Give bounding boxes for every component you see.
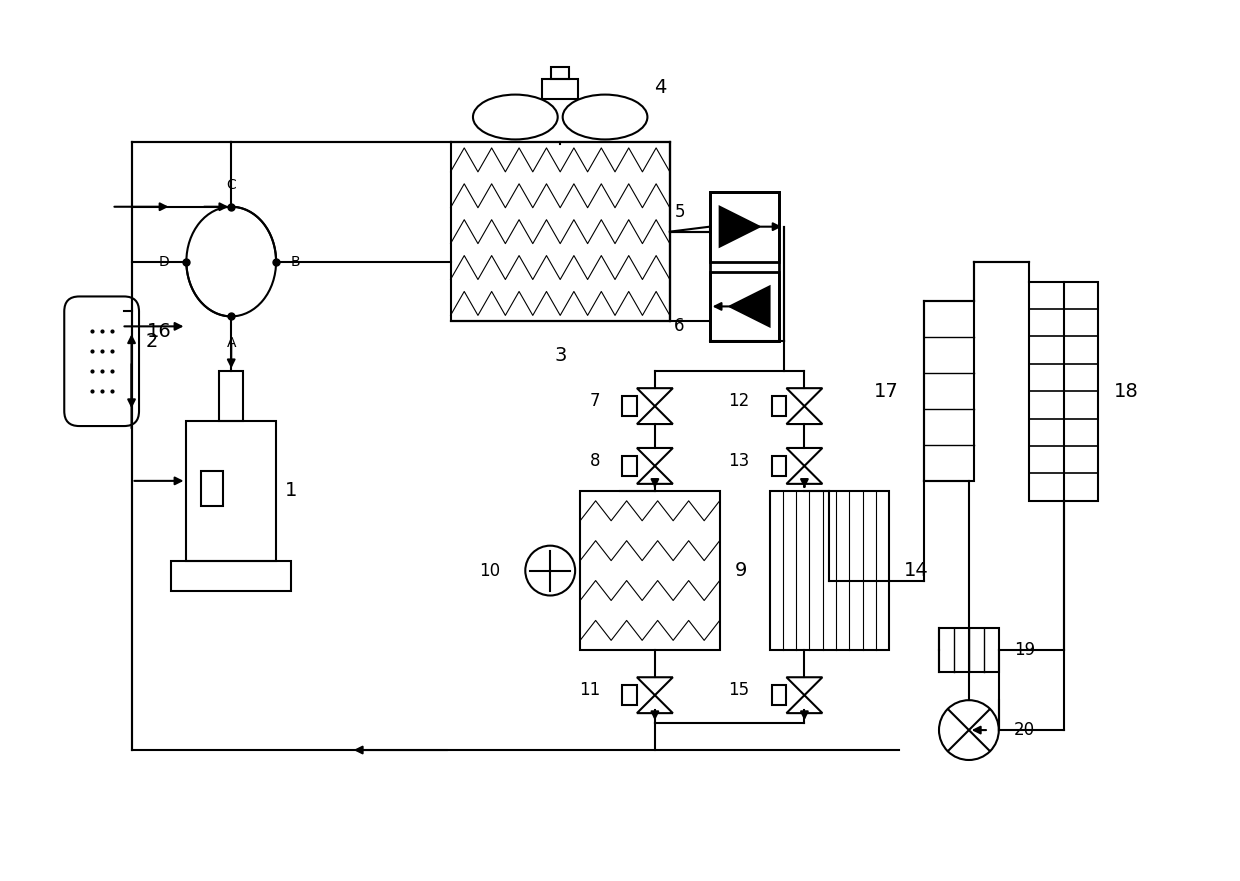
Text: 8: 8 [589,452,600,470]
Text: 7: 7 [589,392,600,411]
Bar [201,471,223,506]
Bar [771,456,786,476]
Text: 3: 3 [554,346,567,366]
Text: 10: 10 [479,561,501,580]
Bar [709,271,780,341]
Text: A: A [227,337,236,351]
Bar [450,142,670,322]
Bar [1029,282,1099,500]
Bar [622,456,637,476]
Bar [622,396,637,416]
Text: 11: 11 [579,681,600,700]
Text: 19: 19 [1014,641,1035,659]
Bar [552,67,569,79]
Text: 15: 15 [728,681,750,700]
Bar [219,371,243,421]
Bar [580,491,719,650]
Bar [622,685,637,705]
Text: D: D [159,255,170,269]
Text: 9: 9 [734,561,746,580]
Text: 13: 13 [728,452,750,470]
Polygon shape [719,207,760,247]
Bar [770,491,889,650]
Bar [171,560,291,590]
Text: 16: 16 [146,322,171,341]
Text: 14: 14 [904,561,929,580]
Text: 1: 1 [285,481,298,500]
Text: 5: 5 [675,203,684,221]
Text: 20: 20 [1014,721,1035,739]
Polygon shape [729,286,770,326]
Bar [939,628,998,672]
Bar [709,192,780,262]
Text: B: B [291,255,300,269]
Bar [924,301,973,481]
Bar [186,421,277,560]
Bar [771,685,786,705]
Bar [709,192,780,341]
Text: 18: 18 [1114,381,1138,401]
Text: C: C [227,178,236,192]
Bar [771,396,786,416]
Text: 17: 17 [874,381,899,401]
Bar [542,79,578,99]
Text: 2: 2 [145,332,157,351]
Text: 4: 4 [653,78,666,97]
Text: 12: 12 [728,392,750,411]
Text: 6: 6 [675,317,684,336]
